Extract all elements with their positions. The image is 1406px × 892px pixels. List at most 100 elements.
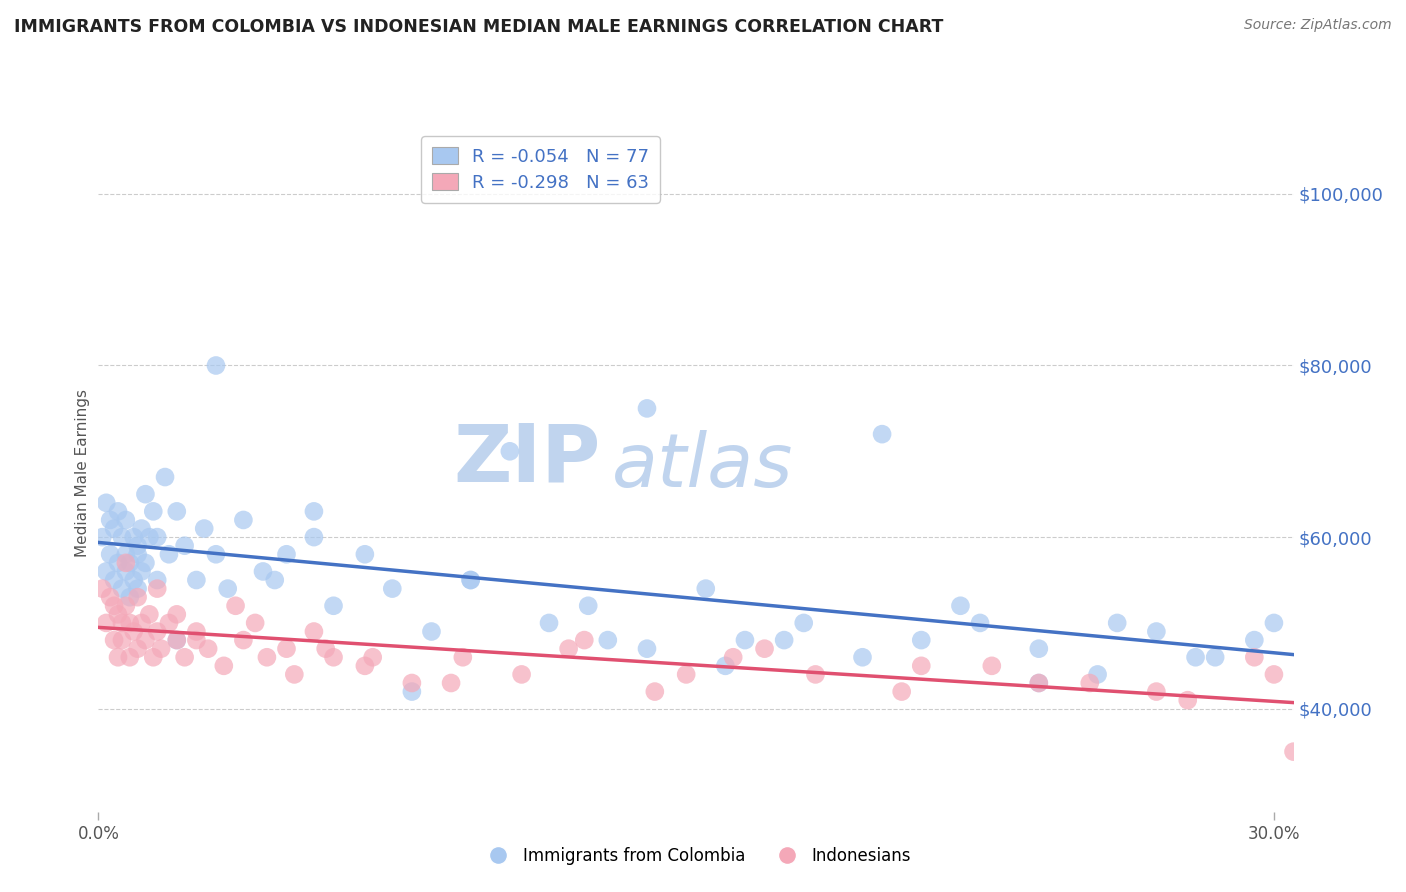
Point — [890, 684, 912, 698]
Point — [576, 599, 599, 613]
Point — [276, 547, 298, 561]
Point — [122, 573, 145, 587]
Point — [243, 615, 266, 630]
Text: IMMIGRANTS FROM COLOMBIA VS INDONESIAN MEDIAN MALE EARNINGS CORRELATION CHART: IMMIGRANTS FROM COLOMBIA VS INDONESIAN M… — [14, 18, 943, 36]
Point — [499, 444, 522, 458]
Point — [131, 565, 153, 579]
Point — [96, 565, 118, 579]
Point — [107, 504, 129, 518]
Point — [574, 633, 596, 648]
Point — [232, 513, 254, 527]
Point — [118, 590, 141, 604]
Point — [910, 658, 932, 673]
Point — [695, 582, 717, 596]
Point — [127, 590, 149, 604]
Point — [193, 522, 215, 536]
Point — [122, 624, 145, 639]
Point — [118, 556, 141, 570]
Point — [91, 582, 114, 596]
Point — [98, 513, 121, 527]
Point — [142, 504, 165, 518]
Point — [96, 615, 118, 630]
Point — [111, 615, 134, 630]
Point — [150, 641, 173, 656]
Point — [870, 427, 893, 442]
Point — [173, 539, 195, 553]
Point — [111, 530, 134, 544]
Point — [636, 401, 658, 416]
Point — [276, 641, 298, 656]
Point — [127, 539, 149, 553]
Point — [804, 667, 827, 681]
Point — [1078, 676, 1101, 690]
Point — [361, 650, 384, 665]
Point — [107, 556, 129, 570]
Point — [302, 530, 325, 544]
Point — [127, 547, 149, 561]
Point — [138, 530, 160, 544]
Point — [205, 547, 228, 561]
Point — [1144, 624, 1167, 639]
Point — [153, 470, 176, 484]
Point — [754, 641, 776, 656]
Point — [166, 504, 188, 518]
Point — [1028, 676, 1050, 690]
Point — [111, 633, 134, 648]
Point — [98, 590, 121, 604]
Point — [451, 650, 474, 665]
Point — [217, 582, 239, 596]
Point — [1243, 650, 1265, 665]
Point — [302, 624, 325, 639]
Point — [197, 641, 219, 656]
Point — [166, 633, 188, 648]
Point — [1243, 633, 1265, 648]
Text: atlas: atlas — [613, 430, 794, 502]
Point — [157, 547, 180, 561]
Point — [381, 582, 404, 596]
Point — [1144, 684, 1167, 698]
Point — [118, 650, 141, 665]
Point — [252, 565, 274, 579]
Point — [1184, 650, 1206, 665]
Point — [510, 667, 533, 681]
Point — [1028, 641, 1050, 656]
Point — [1028, 676, 1050, 690]
Point — [302, 504, 325, 518]
Point — [134, 556, 156, 570]
Point — [134, 633, 156, 648]
Point — [103, 599, 125, 613]
Point — [115, 599, 138, 613]
Point — [322, 650, 344, 665]
Point — [440, 676, 463, 690]
Point — [166, 633, 188, 648]
Point — [1263, 667, 1285, 681]
Point — [146, 530, 169, 544]
Point — [96, 496, 118, 510]
Point — [354, 547, 377, 561]
Point — [186, 633, 208, 648]
Point — [205, 359, 228, 373]
Point — [1263, 615, 1285, 630]
Point — [127, 582, 149, 596]
Point — [1107, 615, 1129, 630]
Point — [283, 667, 305, 681]
Point — [225, 599, 247, 613]
Point — [851, 650, 873, 665]
Point — [1282, 745, 1305, 759]
Point — [793, 615, 815, 630]
Point — [107, 650, 129, 665]
Point — [1177, 693, 1199, 707]
Point — [460, 573, 482, 587]
Point — [636, 641, 658, 656]
Point — [1204, 650, 1226, 665]
Point — [420, 624, 443, 639]
Point — [157, 615, 180, 630]
Point — [186, 624, 208, 639]
Point — [103, 522, 125, 536]
Point — [131, 615, 153, 630]
Point — [146, 573, 169, 587]
Point — [186, 573, 208, 587]
Point — [537, 615, 560, 630]
Point — [115, 513, 138, 527]
Point — [131, 522, 153, 536]
